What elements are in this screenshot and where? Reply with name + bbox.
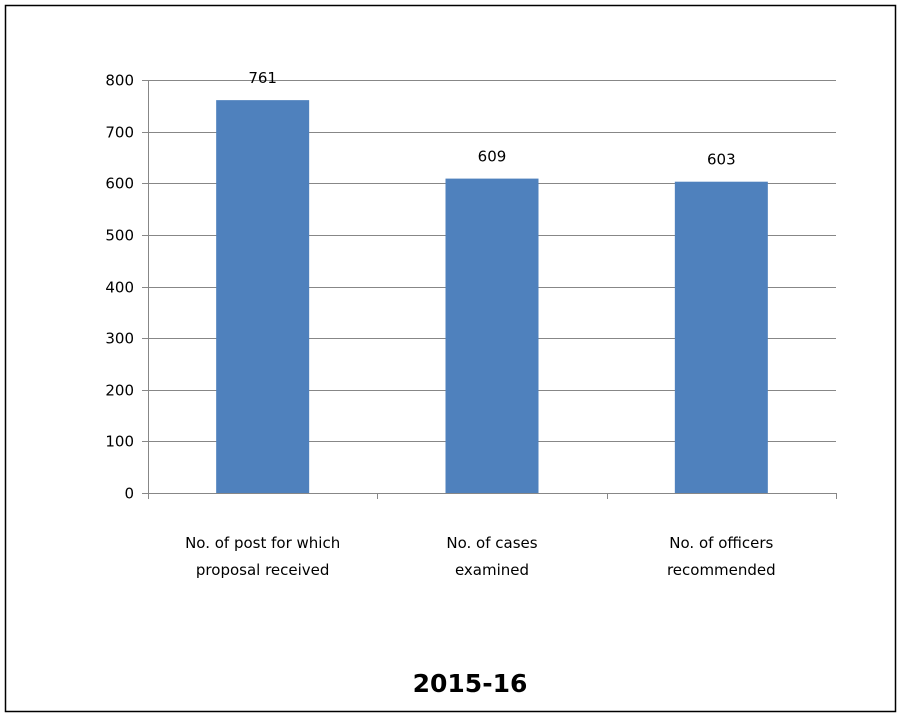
data-label: 603 [707,151,736,169]
y-tick-label: 100 [105,433,134,451]
y-tick-label: 200 [105,382,134,400]
bar [445,178,539,493]
bar [216,100,310,493]
bar [674,181,768,494]
chart-title: 2015-16 [413,669,528,698]
y-tick-label: 700 [105,124,134,142]
bars [216,100,768,494]
x-category-label: No. of officers [669,534,773,552]
y-tick-label: 600 [105,175,134,193]
data-label: 609 [478,148,507,166]
data-label: 761 [248,69,277,87]
x-category-label: No. of post for which [185,534,340,552]
x-category-label: recommended [667,561,776,579]
y-tick-label: 800 [105,72,134,90]
x-category-label: proposal received [196,561,330,579]
labels: 0 100 200 300 400 500 600 700 800 761 No. of post … [105,69,775,579]
x-category-label: No. of cases [446,534,537,552]
y-tick-label: 500 [105,227,134,245]
y-tick-label: 300 [105,330,134,348]
y-tick-label: 0 [124,485,134,503]
axes [142,80,837,499]
y-tick-label: 400 [105,279,134,297]
x-category-label: examined [455,561,529,579]
